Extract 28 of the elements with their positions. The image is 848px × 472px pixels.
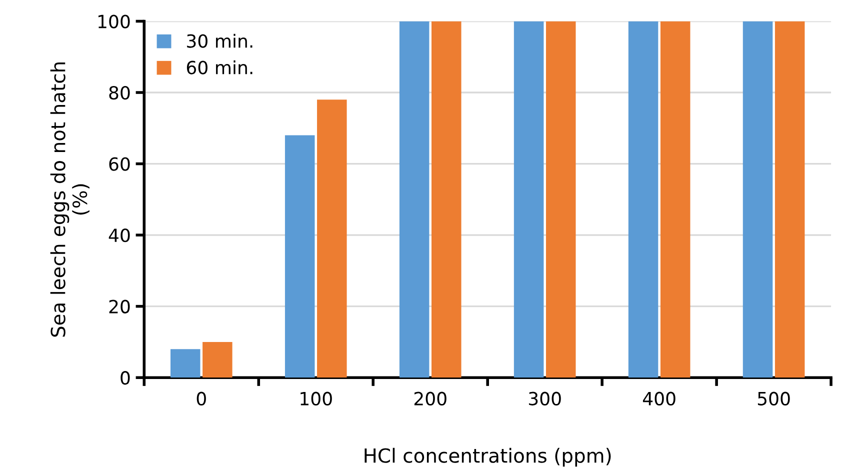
bar [317, 100, 347, 378]
y-tick-label: 80 [109, 86, 130, 100]
legend-label: 60 min. [186, 60, 252, 74]
bar [742, 21, 773, 378]
y-tick-label: 100 [98, 14, 130, 28]
x-axis-title: HCl concentrations (ppm) [364, 448, 611, 467]
y-tick-label: 40 [108, 228, 130, 242]
bar [170, 349, 200, 378]
bar [202, 342, 232, 378]
x-tick-label: 500 [758, 392, 790, 406]
bar [774, 21, 805, 378]
bar [399, 21, 430, 378]
x-tick-label: 100 [300, 392, 332, 406]
bar [628, 21, 658, 378]
y-axis-title: Sea leech eggs do not hatch (%) [50, 62, 90, 337]
x-tick-label: 0 [196, 392, 206, 406]
y-tick-label: 0 [120, 371, 130, 385]
x-tick-label: 300 [528, 392, 561, 406]
x-tick-label: 200 [414, 392, 446, 406]
bar [660, 21, 690, 378]
bar [432, 21, 462, 378]
y-tick-label: 60 [109, 157, 130, 171]
x-tick-label: 400 [642, 392, 676, 406]
legend-label: 30 min. [187, 34, 252, 48]
bar [284, 135, 315, 378]
bar [514, 21, 544, 378]
bar [546, 21, 576, 378]
y-tick-label: 20 [109, 300, 130, 314]
